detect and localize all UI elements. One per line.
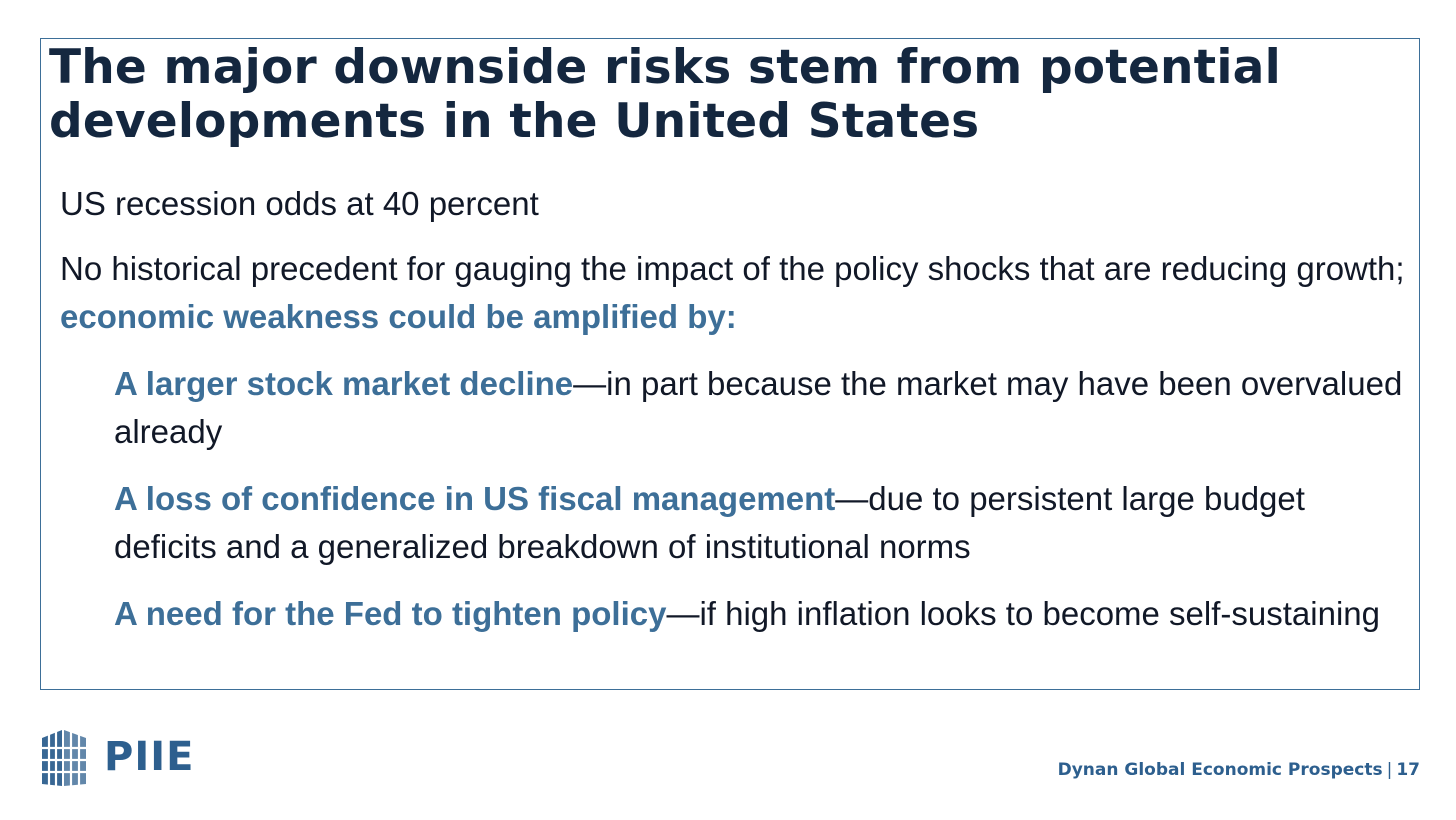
footer-caption: Dynan Global Economic Prospects | 17 <box>1058 760 1420 780</box>
subbullet-stock-market: A larger stock market decline—in part be… <box>114 360 1404 456</box>
presentation-name: Dynan Global Economic Prospects <box>1057 760 1383 780</box>
page-number: 17 <box>1396 760 1420 780</box>
content-box: The major downside risks stem from poten… <box>40 38 1420 690</box>
bullet-text: No historical precedent for gauging the … <box>60 250 1405 287</box>
logo-text: PIIE <box>104 734 195 780</box>
bullet-emphasis: economic weakness could be amplified by: <box>60 298 737 335</box>
subbullet-emphasis: A loss of confidence in US fiscal manage… <box>114 480 836 517</box>
separator: | <box>1386 760 1393 780</box>
piie-logo: PIIE <box>40 724 194 790</box>
subbullet-text: —in part because the market may have bee… <box>114 365 1403 450</box>
subbullet-emphasis: A larger stock market decline <box>114 365 574 402</box>
slide-title: The major downside risks stem from poten… <box>49 40 1281 149</box>
subbullet-fiscal-confidence: A loss of confidence in US fiscal manage… <box>114 475 1404 571</box>
subbullet-emphasis: A need for the Fed to tighten policy <box>114 595 667 632</box>
subbullet-fed-tighten: A need for the Fed to tighten policy—if … <box>114 590 1404 638</box>
subbullet-text: —if high inflation looks to become self-… <box>666 595 1380 632</box>
subbullet-text: —due to persistent large budget deficits… <box>114 480 1305 565</box>
bullet-no-precedent: No historical precedent for gauging the … <box>60 245 1405 341</box>
building-grid-icon <box>42 730 86 786</box>
bullet-recession-odds: US recession odds at 40 percent <box>60 180 1405 228</box>
bullet-text: US recession odds at 40 percent <box>60 185 539 222</box>
